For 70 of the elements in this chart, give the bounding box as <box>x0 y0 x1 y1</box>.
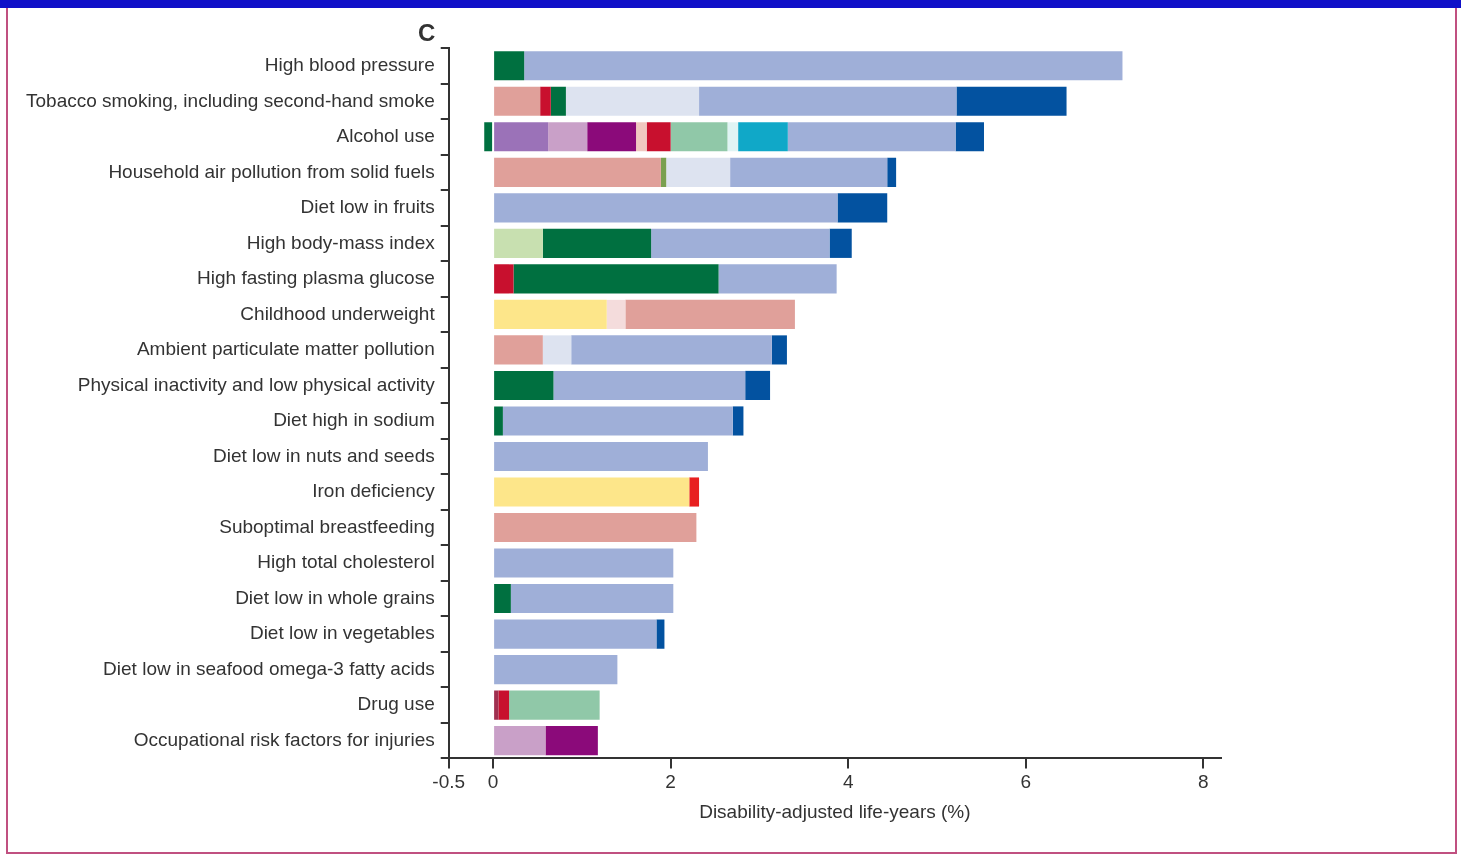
bar <box>670 122 728 152</box>
bar <box>494 299 607 329</box>
bar <box>636 122 647 152</box>
bar <box>689 477 700 507</box>
bar <box>494 477 690 507</box>
bar <box>955 122 984 152</box>
bar <box>625 299 795 329</box>
bar <box>771 335 787 365</box>
y-tick-label: Diet low in whole grains <box>235 586 435 608</box>
bar <box>494 441 708 472</box>
bar <box>542 335 572 365</box>
y-tick-label: High fasting plasma glucose <box>197 267 435 289</box>
bar <box>553 370 746 400</box>
y-tick-label: Diet low in nuts and seeds <box>212 444 435 466</box>
y-tick-label: Diet low in seafood omega-3 fatty acids <box>103 657 435 679</box>
bar <box>494 655 618 685</box>
bar <box>502 406 733 436</box>
bar <box>565 86 700 116</box>
x-tick-label: 4 <box>842 771 854 793</box>
x-tick-label: 0 <box>487 771 499 793</box>
y-tick-label: Diet low in vegetables <box>249 622 435 644</box>
bar <box>646 122 671 152</box>
x-tick-label: -0.5 <box>432 771 466 793</box>
bar <box>787 122 956 152</box>
bar <box>587 122 637 152</box>
y-tick-label: High body-mass index <box>246 231 436 253</box>
x-tick-label: 2 <box>665 771 676 793</box>
bar <box>651 228 830 258</box>
bar <box>494 726 546 756</box>
y-tick-label: Drug use <box>357 693 435 715</box>
y-tick-label: Alcohol use <box>336 125 435 147</box>
bar <box>484 122 493 152</box>
bar <box>494 512 697 543</box>
y-tick-label: High total cholesterol <box>257 551 435 573</box>
bar <box>494 548 674 578</box>
x-tick-label: 8 <box>1197 771 1209 793</box>
y-tick-label: Physical inactivity and low physical activity <box>77 373 436 395</box>
bar <box>510 584 674 614</box>
bar <box>494 86 541 116</box>
bar <box>666 157 731 187</box>
bar <box>524 51 1123 81</box>
chart-title: C <box>418 18 436 46</box>
bar <box>829 228 852 258</box>
x-tick-label: 6 <box>1020 771 1031 793</box>
y-tick-label: Occupational risk factors for injuries <box>133 728 435 750</box>
bar <box>494 228 543 258</box>
y-tick-label: Childhood underweight <box>240 302 436 324</box>
bar <box>606 299 626 329</box>
y-tick-label: Ambient particulate matter pollution <box>136 338 435 360</box>
bar <box>494 690 499 720</box>
bar <box>738 122 788 152</box>
bar <box>494 157 661 187</box>
bar <box>571 335 772 365</box>
y-tick-label: Suboptimal breastfeeding <box>219 515 435 537</box>
bar <box>727 122 739 152</box>
x-axis-title: Disability-adjusted life-years (%) <box>699 800 971 822</box>
bar <box>548 122 588 152</box>
bar <box>494 122 549 152</box>
y-tick-label: High blood pressure <box>264 53 435 75</box>
bar <box>494 619 657 649</box>
bar <box>718 264 837 294</box>
y-tick-label: Diet low in fruits <box>300 196 435 218</box>
bar <box>494 335 543 365</box>
bar <box>660 157 667 187</box>
y-tick-label: Household air pollution from solid fuels <box>108 160 435 182</box>
bar <box>545 726 598 756</box>
y-tick-label: Iron deficiency <box>312 480 436 502</box>
y-tick-label: Diet high in sodium <box>273 409 435 431</box>
bar <box>494 193 838 223</box>
y-tick-label: Tobacco smoking, including second-hand smoke <box>26 89 435 111</box>
